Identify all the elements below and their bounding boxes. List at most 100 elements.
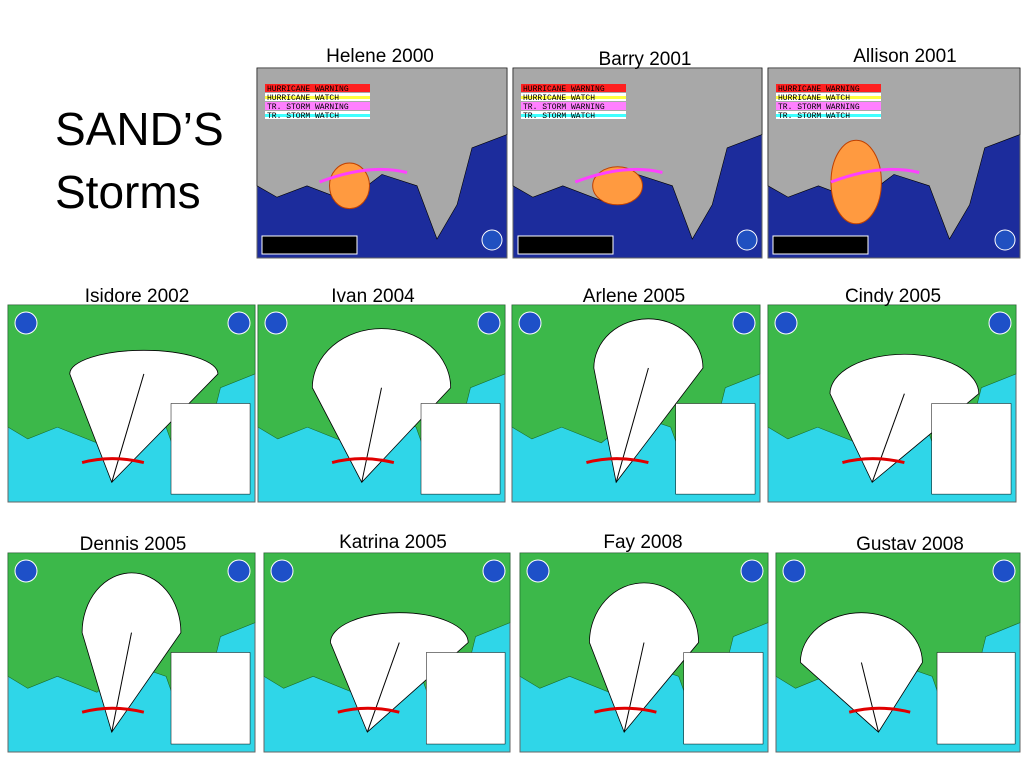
legend-swatch xyxy=(521,114,626,117)
logo xyxy=(481,229,503,251)
info-box xyxy=(517,235,614,255)
logo xyxy=(526,559,550,583)
info-box xyxy=(170,403,251,495)
legend-swatch xyxy=(776,87,881,90)
legend-text: TR. STORM WARNING xyxy=(778,103,860,112)
legend-swatch xyxy=(265,96,370,99)
storm-track xyxy=(111,632,132,733)
storm-label: Helene 2000 xyxy=(326,46,434,67)
warning-line xyxy=(337,706,400,714)
storm-cone xyxy=(69,349,219,484)
land xyxy=(512,67,763,240)
storm-map xyxy=(263,552,511,753)
logo xyxy=(732,311,756,335)
legend-text: HURRICANE WARNING xyxy=(778,85,860,94)
logo xyxy=(270,559,294,583)
logo xyxy=(227,311,251,335)
logo xyxy=(736,229,758,251)
storm-label: Gustav 2008 xyxy=(856,534,964,555)
storm-track xyxy=(871,393,905,483)
info-box xyxy=(426,652,506,745)
storm-map xyxy=(7,552,256,753)
legend-swatch xyxy=(521,105,626,108)
warning-line xyxy=(594,706,657,714)
logo xyxy=(988,311,1012,335)
info-box xyxy=(261,235,358,255)
storm-cone xyxy=(799,612,923,733)
storm-label: Allison 2001 xyxy=(853,46,957,67)
warning-line xyxy=(81,457,145,465)
storm-map xyxy=(511,304,761,503)
storm-cone xyxy=(829,353,980,483)
warning-line xyxy=(574,167,663,184)
logo xyxy=(774,311,798,335)
legend-text: HURRICANE WARNING xyxy=(523,85,605,94)
logo xyxy=(227,559,251,583)
storm-track xyxy=(366,642,400,733)
warning-line xyxy=(318,167,408,184)
storm-track xyxy=(111,373,145,483)
storm-cone xyxy=(81,572,182,734)
warning-line xyxy=(848,706,911,714)
info-box xyxy=(931,403,1012,495)
storm-map xyxy=(7,304,256,503)
logo xyxy=(14,311,38,335)
storm-label: Katrina 2005 xyxy=(339,532,447,553)
legend-text: TR. STORM WARNING xyxy=(523,103,605,112)
title-line: Storms xyxy=(55,166,201,218)
logo xyxy=(477,311,501,335)
storm-track xyxy=(361,387,382,483)
storm-label: Arlene 2005 xyxy=(583,286,685,307)
storm-label: Fay 2008 xyxy=(603,532,682,553)
storm-label: Isidore 2002 xyxy=(85,286,190,307)
legend-swatch xyxy=(776,96,881,99)
legend-text: HURRICANE WATCH xyxy=(778,94,850,103)
info-box xyxy=(772,235,869,255)
logo xyxy=(518,311,542,335)
storm-label: Barry 2001 xyxy=(599,49,692,70)
warning-line xyxy=(331,457,395,465)
legend-text: TR. STORM WATCH xyxy=(778,112,850,121)
storm-map xyxy=(519,552,769,753)
storm-track xyxy=(623,642,645,733)
legend-text: HURRICANE WARNING xyxy=(267,85,349,94)
storm-cone xyxy=(593,318,704,484)
legend-swatch xyxy=(265,87,370,90)
info-box xyxy=(683,652,764,745)
storm-map xyxy=(775,552,1021,753)
legend-swatch xyxy=(776,114,881,117)
legend-swatch xyxy=(776,105,881,108)
logo xyxy=(14,559,38,583)
info-box xyxy=(170,652,251,745)
legend-text: TR. STORM WATCH xyxy=(523,112,595,121)
legend-text: HURRICANE WATCH xyxy=(267,94,339,103)
logo xyxy=(264,311,288,335)
storm-cone xyxy=(592,166,643,206)
legend-text: TR. STORM WATCH xyxy=(267,112,339,121)
info-box xyxy=(675,403,756,495)
storm-track xyxy=(860,662,879,733)
logo xyxy=(992,559,1016,583)
warning-line xyxy=(830,167,920,184)
title-line: SAND’S xyxy=(55,103,224,155)
logo xyxy=(782,559,806,583)
storm-cone xyxy=(589,582,699,733)
storm-cone xyxy=(330,612,469,733)
storm-label: Ivan 2004 xyxy=(331,286,415,307)
legend-swatch xyxy=(265,105,370,108)
logo xyxy=(482,559,506,583)
storm-map xyxy=(257,304,506,503)
land xyxy=(256,67,508,240)
storm-track xyxy=(615,367,649,483)
info-box xyxy=(936,652,1016,745)
land xyxy=(767,67,1021,240)
storm-cone xyxy=(830,139,882,225)
storm-cone xyxy=(311,328,452,483)
storm-label: Dennis 2005 xyxy=(80,534,187,555)
storm-label: Cindy 2005 xyxy=(845,286,941,307)
